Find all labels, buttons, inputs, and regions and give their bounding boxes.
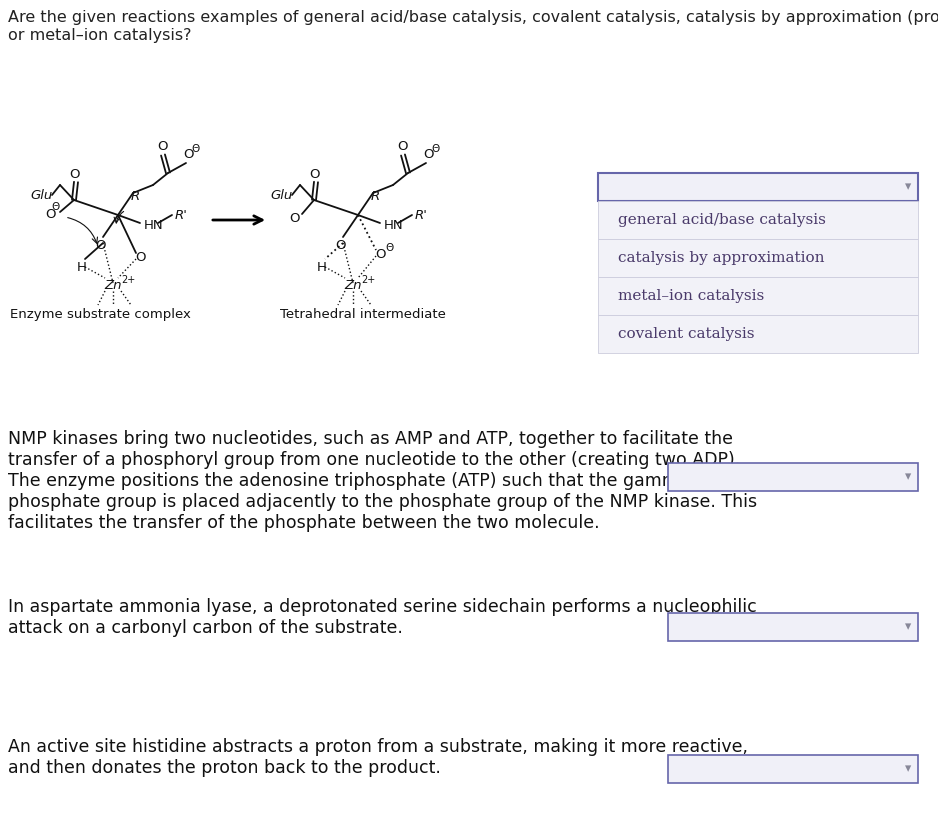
Text: Θ: Θ xyxy=(52,202,60,212)
Text: O: O xyxy=(423,149,433,161)
Text: Θ: Θ xyxy=(431,144,440,154)
Text: O: O xyxy=(136,251,146,264)
Text: ▾: ▾ xyxy=(905,763,911,775)
Text: O: O xyxy=(376,247,386,261)
Bar xyxy=(598,239,918,277)
Text: H: H xyxy=(317,261,327,274)
Bar xyxy=(668,463,918,491)
Text: O: O xyxy=(45,207,55,220)
Text: attack on a carbonyl carbon of the substrate.: attack on a carbonyl carbon of the subst… xyxy=(8,619,403,637)
Text: R: R xyxy=(130,190,140,202)
Text: The enzyme positions the adenosine triphosphate (ATP) such that the gamma: The enzyme positions the adenosine triph… xyxy=(8,472,689,490)
Text: In aspartate ammonia lyase, a deprotonated serine sidechain performs a nucleophi: In aspartate ammonia lyase, a deprotonat… xyxy=(8,598,757,616)
Text: O: O xyxy=(398,141,408,154)
Bar xyxy=(668,755,918,783)
Bar xyxy=(598,277,918,315)
Text: Glu: Glu xyxy=(270,188,293,201)
Text: Θ: Θ xyxy=(192,144,200,154)
Text: Tetrahedral intermediate: Tetrahedral intermediate xyxy=(280,308,446,321)
Text: Θ: Θ xyxy=(385,243,393,253)
Text: 2+: 2+ xyxy=(121,275,135,285)
Bar xyxy=(598,173,918,201)
Bar xyxy=(668,613,918,641)
Text: HN: HN xyxy=(144,219,163,232)
Text: metal–ion catalysis: metal–ion catalysis xyxy=(618,289,764,303)
Text: NMP kinases bring two nucleotides, such as AMP and ATP, together to facilitate t: NMP kinases bring two nucleotides, such … xyxy=(8,430,733,448)
Text: O: O xyxy=(183,149,193,161)
Text: Enzyme substrate complex: Enzyme substrate complex xyxy=(9,308,190,321)
Text: phosphate group is placed adjacently to the phosphate group of the NMP kinase. T: phosphate group is placed adjacently to … xyxy=(8,493,757,511)
Text: Glu: Glu xyxy=(30,188,53,201)
Text: O: O xyxy=(289,211,299,224)
Text: H: H xyxy=(77,261,87,274)
Text: An active site histidine abstracts a proton from a substrate, making it more rea: An active site histidine abstracts a pro… xyxy=(8,738,748,756)
Bar xyxy=(598,201,918,239)
Text: O: O xyxy=(336,238,346,252)
Bar xyxy=(598,315,918,353)
Text: 2+: 2+ xyxy=(361,275,375,285)
Text: transfer of a phosphoryl group from one nucleotide to the other (creating two AD: transfer of a phosphoryl group from one … xyxy=(8,451,740,469)
Text: R': R' xyxy=(175,209,188,221)
Text: catalysis by approximation: catalysis by approximation xyxy=(618,251,825,265)
Text: and then donates the proton back to the product.: and then donates the proton back to the … xyxy=(8,759,441,777)
Text: Zn: Zn xyxy=(104,279,122,292)
Text: O: O xyxy=(158,141,168,154)
Text: HN: HN xyxy=(384,219,403,232)
Text: R': R' xyxy=(415,209,428,221)
Text: ▾: ▾ xyxy=(905,621,911,634)
Text: ▾: ▾ xyxy=(905,470,911,483)
Text: R: R xyxy=(371,190,380,202)
Text: or metal–ion catalysis?: or metal–ion catalysis? xyxy=(8,28,191,43)
Text: Zn: Zn xyxy=(344,279,362,292)
Text: Are the given reactions examples of general acid/base catalysis, covalent cataly: Are the given reactions examples of gene… xyxy=(8,10,938,25)
Text: covalent catalysis: covalent catalysis xyxy=(618,327,754,341)
Text: ▾: ▾ xyxy=(905,181,911,193)
Text: O: O xyxy=(68,168,79,181)
Text: general acid/base catalysis: general acid/base catalysis xyxy=(618,213,825,227)
Text: facilitates the transfer of the phosphate between the two molecule.: facilitates the transfer of the phosphat… xyxy=(8,514,599,532)
Text: O: O xyxy=(96,238,106,252)
Text: O: O xyxy=(309,168,319,181)
